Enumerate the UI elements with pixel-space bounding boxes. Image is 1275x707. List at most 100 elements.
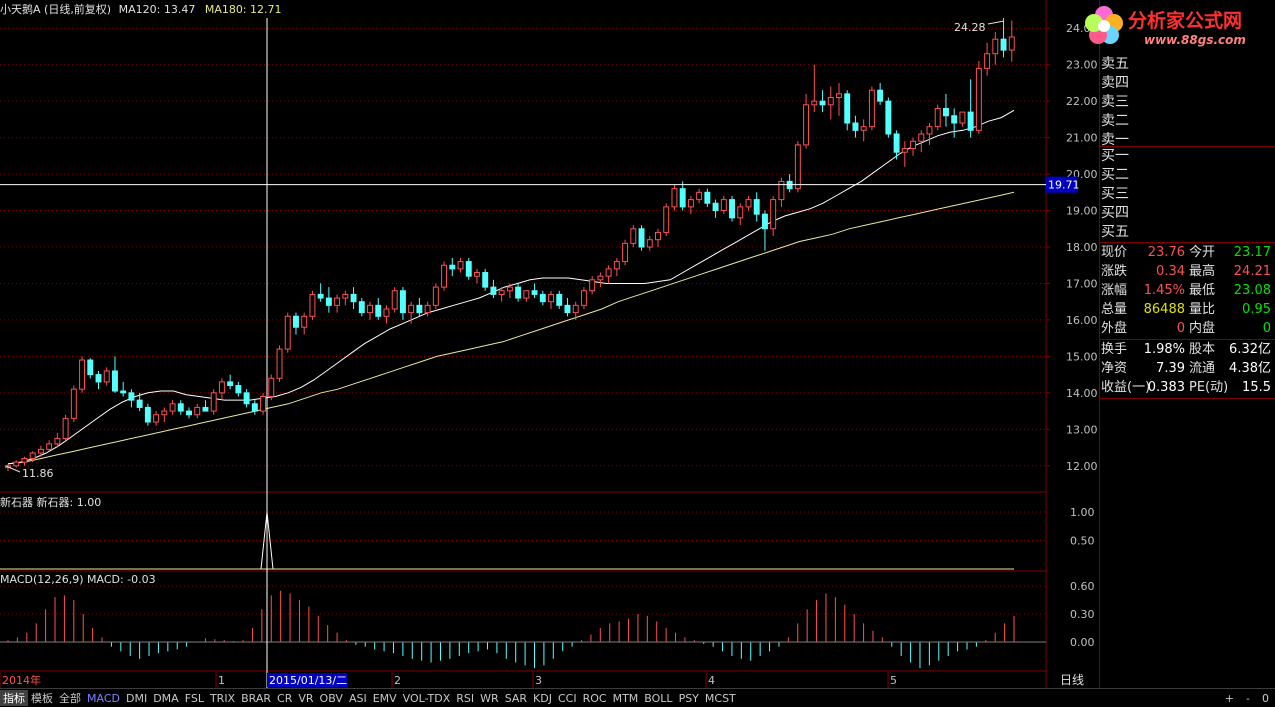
- quote-value: 23.08: [1233, 283, 1271, 298]
- crosshair-price-tag-bg: [1046, 176, 1078, 193]
- quote-label: 最低: [1189, 283, 1216, 298]
- candle-body: [383, 308, 390, 317]
- candle-body: [918, 133, 925, 142]
- tab-control-button[interactable]: +: [1224, 691, 1235, 705]
- finance-label: PE(动): [1189, 380, 1229, 395]
- quote-label: 量比: [1189, 302, 1216, 317]
- quote-label: 内盘: [1189, 321, 1216, 336]
- indicator-tabs: 指标 模板 全部 MACD DMI DMA FSL TRIX BRAR CR VR OBV ASI EMV…: [0, 688, 1275, 707]
- candle-body: [992, 38, 999, 55]
- tab-mcst[interactable]: MCST: [704, 691, 736, 705]
- tab-brar[interactable]: BRAR: [241, 691, 272, 705]
- tab-vr[interactable]: VR: [298, 691, 314, 705]
- tab-asi[interactable]: ASI: [348, 691, 367, 705]
- date-label: 1: [218, 674, 225, 687]
- candle-body: [737, 206, 744, 219]
- candle-body: [597, 275, 604, 281]
- candle-body: [161, 410, 168, 416]
- quote-value: 1.45%: [1143, 283, 1185, 298]
- candle-body: [704, 191, 711, 204]
- candle-body: [309, 293, 316, 317]
- quote-value: 0.95: [1242, 302, 1271, 317]
- finance-label: 股本: [1189, 342, 1216, 357]
- tab-boll[interactable]: BOLL: [644, 691, 673, 705]
- candle-body: [1000, 38, 1007, 51]
- candle-body: [474, 272, 480, 277]
- order-buy-level: 买二: [1101, 167, 1129, 183]
- candle-body: [457, 261, 464, 270]
- period-label: 日线: [1060, 673, 1084, 687]
- tab-emv[interactable]: EMV: [372, 691, 397, 705]
- tab-sar[interactable]: SAR: [504, 691, 528, 705]
- tab-cr[interactable]: CR: [277, 691, 293, 705]
- candle-body: [663, 206, 670, 233]
- macd-tick-label: 0.60: [1070, 580, 1095, 593]
- tab-vol-tdx[interactable]: VOL-TDX: [402, 691, 451, 705]
- tab-obv[interactable]: OBV: [319, 691, 343, 705]
- finance-value: 1.98%: [1143, 342, 1185, 357]
- candle-body: [37, 448, 44, 454]
- tab-dma[interactable]: DMA: [153, 691, 179, 705]
- order-sell-level: 卖一: [1101, 132, 1129, 148]
- quote-label: 涨幅: [1101, 283, 1128, 298]
- candle-body: [638, 228, 645, 248]
- ma-short-line: [7, 109, 1015, 465]
- tab-kdj[interactable]: KDJ: [533, 691, 552, 705]
- candle-body: [761, 213, 768, 230]
- candle-body: [630, 228, 637, 244]
- tab-psy[interactable]: PSY: [678, 691, 699, 705]
- logo-text: 分析家公式网: [1128, 9, 1242, 32]
- quote-panel: [1099, 0, 1275, 688]
- tab-control-button[interactable]: -: [1246, 691, 1250, 705]
- tab-cci[interactable]: CCI: [557, 691, 577, 705]
- tab-control-button[interactable]: 0: [1262, 691, 1269, 705]
- quote-value: 23.17: [1233, 245, 1271, 260]
- tab-fsl[interactable]: FSL: [184, 691, 204, 705]
- finance-value: 6.32亿: [1229, 342, 1271, 357]
- price-tick-label: 16.00: [1066, 314, 1098, 327]
- tab-wr[interactable]: WR: [480, 691, 499, 705]
- tab-trix[interactable]: TRIX: [209, 691, 236, 705]
- candle-body: [794, 144, 801, 190]
- tab-指标[interactable]: 指标: [0, 690, 28, 706]
- tab-全部[interactable]: 全部: [59, 692, 81, 705]
- candle-body: [885, 100, 892, 135]
- tab-mtm[interactable]: MTM: [612, 691, 639, 705]
- candle-body: [819, 100, 826, 106]
- candle-body: [268, 377, 275, 397]
- candle-body: [235, 385, 242, 394]
- candle-body: [408, 304, 415, 314]
- candle-body: [243, 392, 250, 405]
- candle-body: [564, 304, 571, 314]
- tab-rsi[interactable]: RSI: [456, 691, 475, 705]
- date-label: 2014年: [2, 673, 41, 687]
- price-tick-label: 14.00: [1066, 387, 1098, 400]
- candle-body: [959, 111, 966, 124]
- ma180-label: MA180: 12.71: [204, 3, 282, 16]
- candle-body: [852, 122, 859, 131]
- candle-body: [13, 461, 20, 467]
- tab-roc[interactable]: ROC: [582, 691, 607, 705]
- site-logo: 分析家公式网 www.88gs.com: [1085, 6, 1246, 47]
- quote-value: 23.76: [1147, 245, 1185, 260]
- tab-模板[interactable]: 模板: [31, 692, 53, 705]
- tab-dmi[interactable]: DMI: [125, 691, 148, 705]
- price-tick-label: 23.00: [1066, 59, 1098, 72]
- candle-body: [441, 264, 448, 288]
- candle-body: [868, 89, 875, 128]
- candle-body: [860, 126, 867, 131]
- order-sell-level: 卖三: [1101, 94, 1129, 110]
- candle-body: [613, 261, 620, 270]
- candle-body: [531, 290, 538, 295]
- order-buy-level: 买一: [1101, 148, 1129, 164]
- candle-body: [391, 290, 398, 310]
- quote-value: 0: [1262, 321, 1271, 336]
- candle-body: [325, 297, 332, 306]
- quote-label: 外盘: [1101, 321, 1128, 336]
- tab-macd[interactable]: MACD: [87, 691, 120, 705]
- candle-body: [202, 406, 209, 412]
- candle-body: [251, 403, 258, 412]
- quote-divider: [1099, 242, 1275, 243]
